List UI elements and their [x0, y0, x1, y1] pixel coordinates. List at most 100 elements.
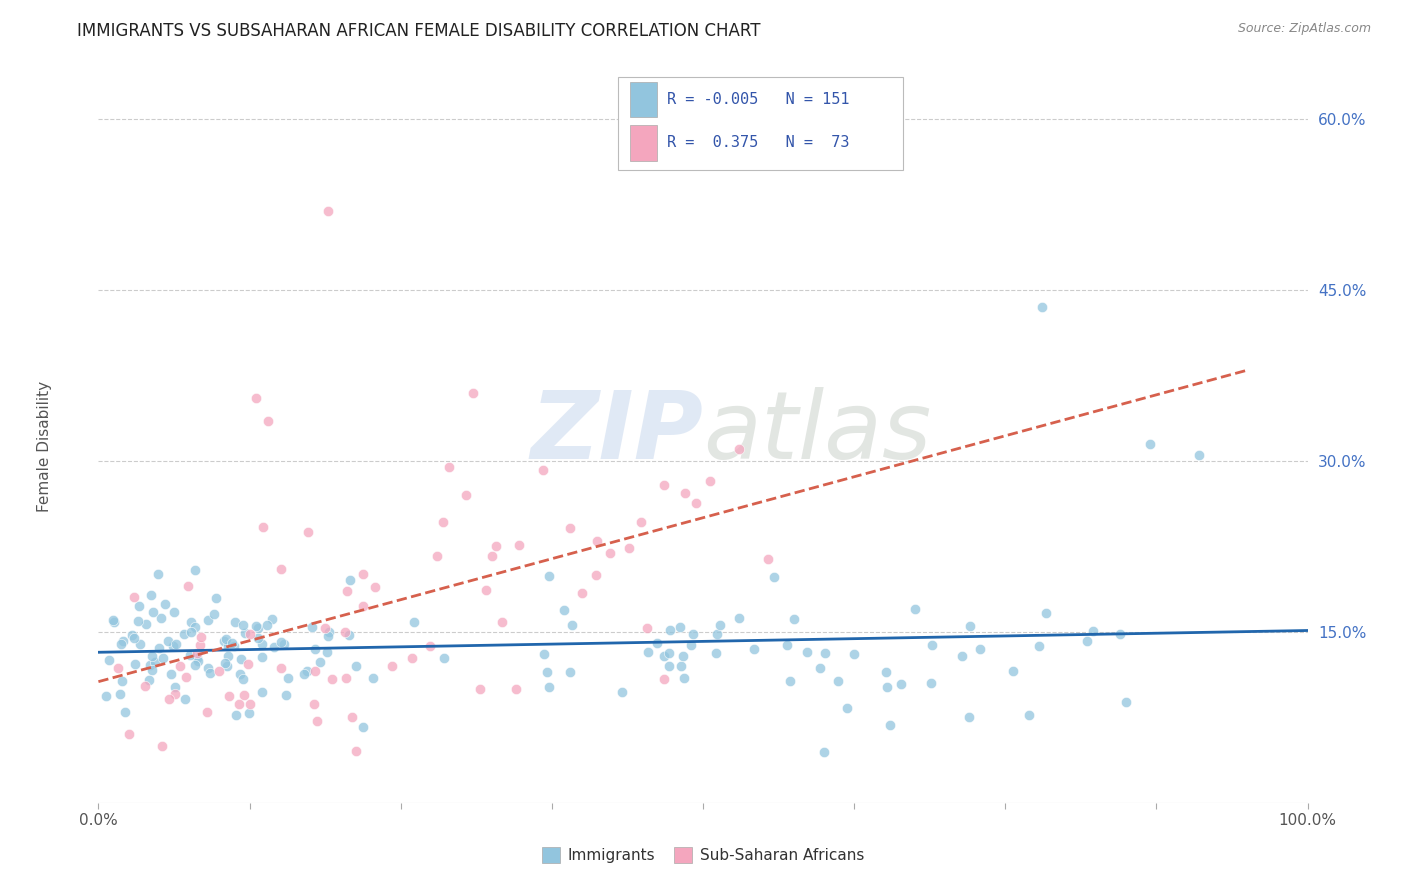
Point: [401, 651, 423, 665]
Point: [114, 705, 136, 719]
Point: [612, 685, 634, 699]
Point: [304, 697, 326, 711]
Point: [186, 646, 208, 660]
Point: [875, 665, 897, 680]
Point: [118, 727, 141, 741]
Point: [184, 657, 207, 672]
Point: [148, 640, 170, 655]
Point: [671, 648, 693, 663]
Point: [558, 665, 581, 679]
Point: [143, 655, 166, 669]
Point: [217, 640, 239, 654]
Point: [212, 634, 235, 648]
Point: [174, 670, 197, 684]
Point: [531, 463, 554, 477]
Point: [166, 637, 188, 651]
Point: [233, 625, 256, 640]
Point: [277, 672, 299, 686]
Point: [301, 620, 323, 634]
Point: [508, 538, 530, 552]
Point: [121, 627, 143, 641]
Point: [380, 658, 402, 673]
Point: [138, 658, 160, 673]
Point: [599, 546, 621, 560]
Point: [419, 640, 441, 654]
Point: [337, 628, 360, 642]
Point: [645, 636, 668, 650]
Point: [273, 637, 295, 651]
Point: [180, 615, 202, 630]
Text: Female Disability: Female Disability: [38, 380, 52, 512]
Point: [1001, 665, 1024, 679]
Point: [246, 631, 269, 645]
Point: [238, 657, 260, 671]
Point: [112, 634, 135, 648]
Text: R =  0.375   N =  73: R = 0.375 N = 73: [666, 136, 849, 150]
Point: [352, 599, 374, 613]
Point: [250, 637, 273, 651]
FancyBboxPatch shape: [630, 125, 657, 161]
Point: [297, 525, 319, 540]
Point: [538, 680, 561, 694]
Point: [153, 597, 176, 611]
Point: [295, 664, 318, 678]
Point: [232, 618, 254, 632]
Point: [141, 649, 163, 664]
Point: [238, 706, 260, 720]
Point: [221, 636, 243, 650]
Point: [229, 667, 252, 681]
Point: [728, 611, 751, 625]
Text: ZIP: ZIP: [530, 386, 703, 479]
Point: [1108, 627, 1130, 641]
Point: [184, 620, 207, 634]
Point: [339, 573, 361, 587]
Point: [156, 633, 179, 648]
Point: [658, 658, 681, 673]
Point: [159, 667, 181, 681]
Point: [537, 569, 560, 583]
Point: [270, 635, 292, 649]
Point: [344, 659, 367, 673]
Point: [756, 552, 779, 566]
Point: [163, 680, 186, 694]
Point: [124, 657, 146, 671]
Point: [969, 642, 991, 657]
Text: R = -0.005   N = 151: R = -0.005 N = 151: [666, 92, 849, 107]
Point: [920, 675, 942, 690]
Point: [304, 641, 326, 656]
Point: [245, 618, 267, 632]
Point: [432, 515, 454, 529]
Point: [225, 708, 247, 723]
Point: [364, 580, 387, 594]
Point: [247, 621, 270, 635]
Point: [808, 661, 831, 675]
Point: [152, 650, 174, 665]
FancyBboxPatch shape: [630, 81, 657, 117]
Point: [98, 653, 121, 667]
Point: [190, 630, 212, 644]
Point: [134, 679, 156, 693]
Point: [316, 203, 339, 218]
Point: [128, 599, 150, 613]
Point: [709, 618, 731, 632]
Point: [685, 496, 707, 510]
Point: [138, 673, 160, 687]
Point: [139, 588, 162, 602]
Point: [505, 682, 527, 697]
Point: [485, 539, 508, 553]
Point: [232, 672, 254, 686]
Point: [197, 613, 219, 627]
Point: [560, 617, 582, 632]
Point: [103, 613, 125, 627]
Point: [658, 646, 681, 660]
Point: [652, 672, 675, 686]
Point: [127, 615, 149, 629]
Legend: Immigrants, Sub-Saharan Africans: Immigrants, Sub-Saharan Africans: [536, 841, 870, 869]
Point: [195, 705, 218, 719]
Point: [232, 688, 254, 702]
Point: [122, 631, 145, 645]
Point: [177, 579, 200, 593]
Point: [224, 615, 246, 629]
Point: [652, 478, 675, 492]
Point: [186, 651, 208, 665]
